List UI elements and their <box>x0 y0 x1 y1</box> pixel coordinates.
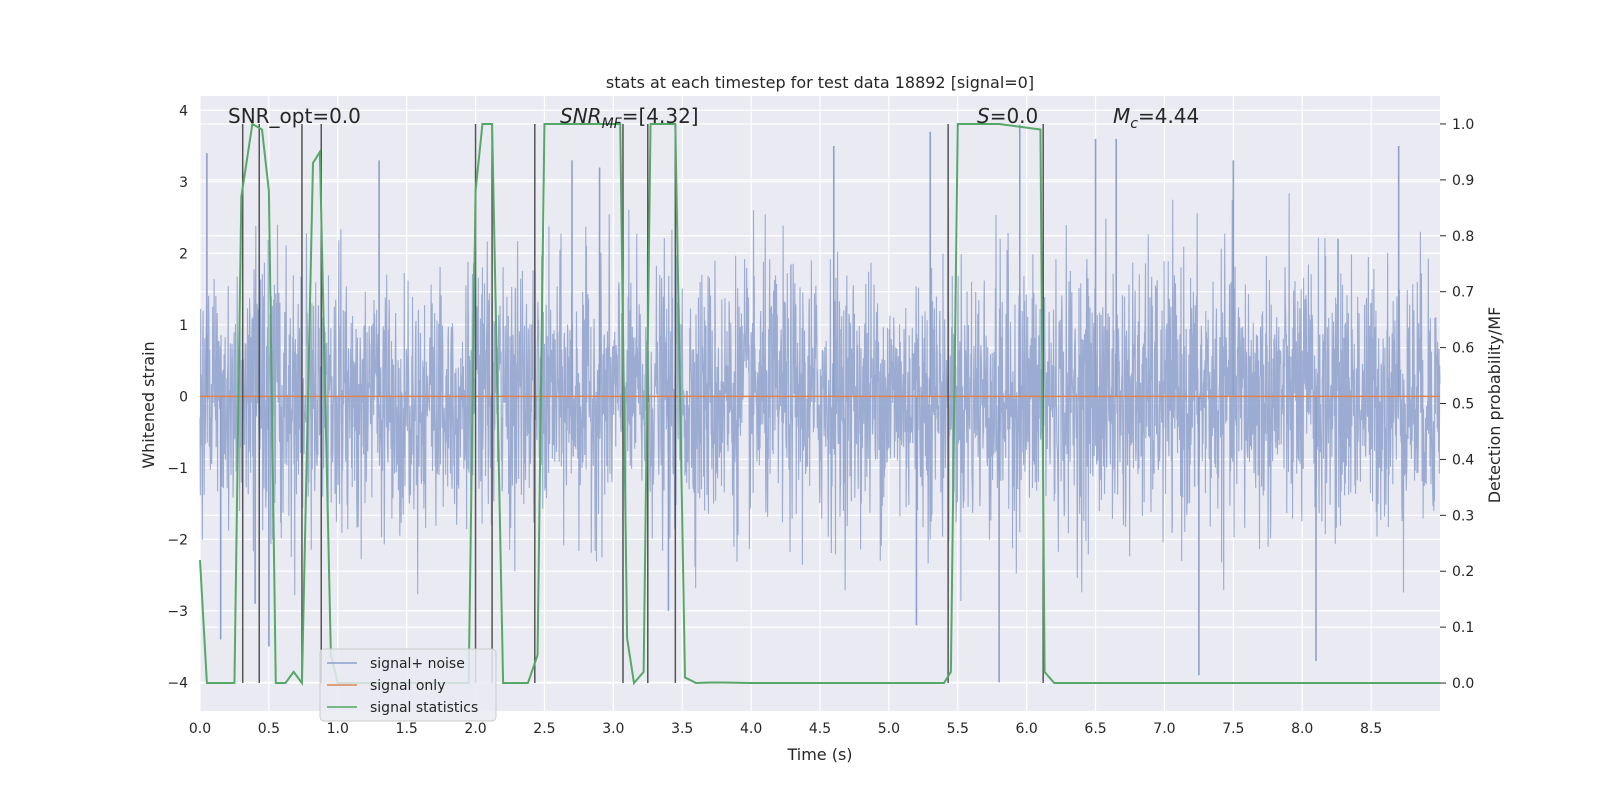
y-right-tick-label: 0.1 <box>1452 620 1474 636</box>
legend-label-noise: signal+ noise <box>370 656 465 672</box>
signal-statistics-line <box>199 122 1440 687</box>
y-right-tick-label: 0.8 <box>1452 229 1474 245</box>
x-tick-label: 0.0 <box>189 721 211 737</box>
y-right-tick-label: 0.3 <box>1452 508 1474 524</box>
s-symbol: S <box>977 104 990 128</box>
legend-label-stats: signal statistics <box>370 700 478 716</box>
x-tick-label: 5.5 <box>947 721 969 737</box>
snr-mf-subscript: MF <box>602 116 623 132</box>
x-tick-label: 2.5 <box>533 721 555 737</box>
x-tick-labels: 0.0 0.5 1.0 1.5 2.0 2.5 3.0 3.5 4.0 4.5 5.0 5.5 6.0 6… <box>189 721 1382 737</box>
y-left-tick-label: 1 <box>179 318 188 334</box>
y-right-tick-label: 0.6 <box>1452 341 1474 357</box>
y-left-tick-label: 4 <box>179 103 188 119</box>
legend-label-signal: signal only <box>370 678 445 694</box>
s-value: =0.0 <box>990 104 1039 128</box>
y-left-tick-label: −4 <box>167 675 188 691</box>
x-tick-label: 8.0 <box>1291 721 1313 737</box>
snr-mf-symbol: SNR <box>560 104 602 128</box>
y-right-axis-label: Detection probability/MF <box>1485 307 1504 504</box>
x-tick-label: 5.0 <box>878 721 900 737</box>
y-right-tick-label: 0.0 <box>1452 676 1474 692</box>
x-tick-label: 7.0 <box>1153 721 1175 737</box>
y-left-axis-label: Whitened strain <box>139 341 158 468</box>
y-right-tick-label: 0.5 <box>1452 397 1474 413</box>
y-left-tick-label: −2 <box>167 532 188 548</box>
signal-noise-series <box>199 124 1441 683</box>
x-tick-label: 8.5 <box>1360 721 1382 737</box>
x-tick-label: 7.5 <box>1222 721 1244 737</box>
snr-mf-value: =[4.32] <box>622 104 699 128</box>
chart-title: stats at each timestep for test data 188… <box>606 73 1034 92</box>
x-tick-label: 6.0 <box>1016 721 1038 737</box>
x-tick-label: 1.5 <box>396 721 418 737</box>
x-tick-label: 1.0 <box>327 721 349 737</box>
y-right-tick-label: 0.2 <box>1452 564 1474 580</box>
y-left-tick-label: 0 <box>179 389 188 405</box>
x-tick-label: 3.5 <box>671 721 693 737</box>
y-left-tick-label: −3 <box>167 604 188 620</box>
y-left-tick-label: 2 <box>179 246 188 262</box>
legend-box <box>319 648 497 722</box>
x-tick-label: 3.0 <box>602 721 624 737</box>
s-annotation: S=0.0 <box>977 104 1038 128</box>
x-tick-label: 2.0 <box>464 721 486 737</box>
x-tick-label: 4.0 <box>740 721 762 737</box>
y-left-tick-labels: −4 −3 −2 −1 0 1 2 3 4 <box>167 103 188 691</box>
y-left-tick-label: −1 <box>167 461 188 477</box>
x-tick-label: 4.5 <box>809 721 831 737</box>
x-tick-label: 6.5 <box>1084 721 1106 737</box>
y-right-tick-label: 1.0 <box>1452 117 1474 133</box>
y-right-tick-label: 0.4 <box>1452 452 1474 468</box>
x-tick-label: 0.5 <box>258 721 280 737</box>
mc-subscript: c <box>1130 116 1138 132</box>
x-axis-label: Time (s) <box>786 745 852 764</box>
y-right-tick-label: 0.9 <box>1452 173 1474 189</box>
snr-mf-annotation: SNRMF=[4.32] <box>560 104 699 132</box>
legend: signal+ noise signal only signal statist… <box>319 648 497 722</box>
mc-value: =4.44 <box>1138 104 1199 128</box>
mc-annotation: Mc=4.44 <box>1113 104 1199 132</box>
mc-symbol: M <box>1113 104 1130 128</box>
y-right-tick-label: 0.7 <box>1452 285 1474 301</box>
snr-opt-annotation: SNR_opt=0.0 <box>228 104 361 128</box>
y-left-tick-label: 3 <box>179 175 188 191</box>
y-right-tick-labels: 0.0 0.1 0.2 0.3 0.4 0.5 0.6 0.7 0.8 0.9 1.0 <box>1440 117 1474 692</box>
